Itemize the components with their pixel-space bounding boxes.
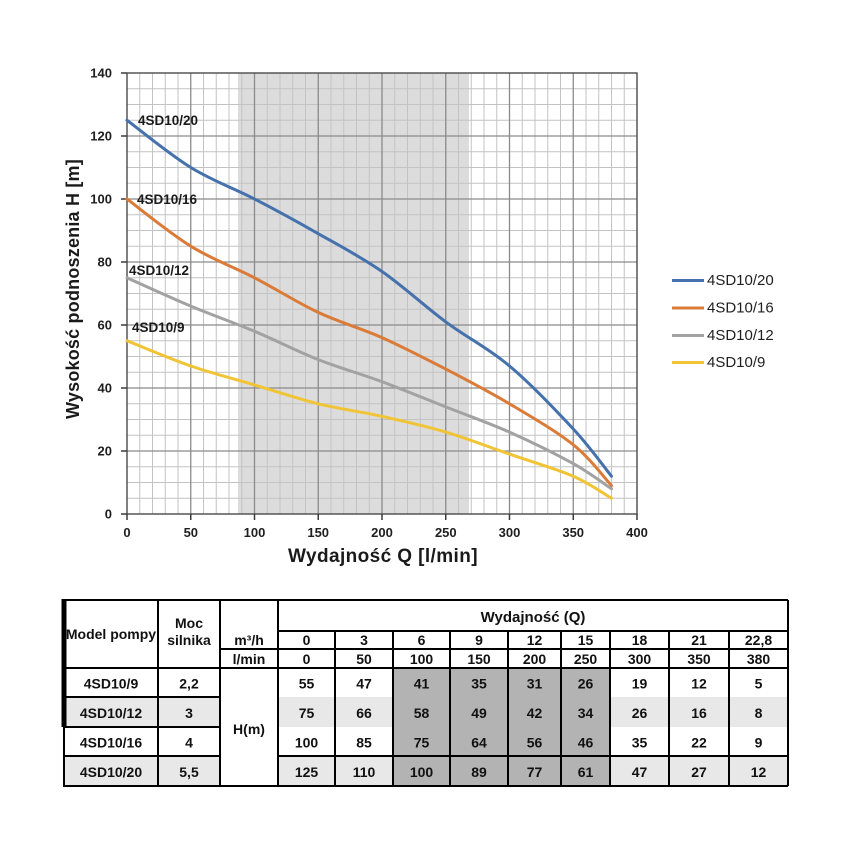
svg-text:150: 150 [467, 651, 491, 667]
svg-text:100: 100 [244, 525, 266, 540]
svg-text:64: 64 [471, 735, 487, 751]
svg-text:0: 0 [303, 632, 311, 648]
svg-text:4SD10/9: 4SD10/9 [84, 676, 139, 692]
svg-text:125: 125 [295, 764, 319, 780]
svg-text:250: 250 [435, 525, 457, 540]
svg-text:140: 140 [90, 66, 112, 81]
svg-text:31: 31 [527, 676, 543, 692]
svg-text:Wydajność Q [l/min]: Wydajność Q [l/min] [288, 546, 478, 567]
svg-text:5: 5 [755, 676, 763, 692]
svg-text:46: 46 [578, 735, 594, 751]
svg-text:0: 0 [123, 525, 130, 540]
svg-text:100: 100 [295, 735, 319, 751]
svg-text:350: 350 [562, 525, 584, 540]
svg-text:H(m): H(m) [233, 721, 265, 737]
svg-text:4SD10/16: 4SD10/16 [137, 192, 198, 207]
svg-text:22: 22 [691, 735, 707, 751]
svg-text:3: 3 [185, 705, 193, 721]
svg-text:58: 58 [414, 705, 430, 721]
svg-text:250: 250 [574, 651, 598, 667]
svg-text:75: 75 [414, 735, 430, 751]
svg-text:40: 40 [98, 381, 112, 396]
svg-text:85: 85 [356, 735, 372, 751]
svg-text:16: 16 [691, 705, 707, 721]
svg-text:47: 47 [632, 764, 648, 780]
svg-text:silnika: silnika [167, 632, 211, 648]
svg-text:4SD10/12: 4SD10/12 [707, 327, 774, 344]
svg-text:27: 27 [691, 764, 707, 780]
svg-text:Moc: Moc [175, 615, 203, 631]
svg-text:35: 35 [632, 735, 648, 751]
svg-text:0: 0 [303, 651, 311, 667]
svg-text:21: 21 [691, 632, 707, 648]
svg-text:42: 42 [527, 705, 543, 721]
svg-text:12: 12 [527, 632, 543, 648]
svg-text:150: 150 [307, 525, 329, 540]
svg-text:300: 300 [628, 651, 652, 667]
svg-text:12: 12 [751, 764, 767, 780]
svg-text:4SD10/20: 4SD10/20 [80, 764, 142, 780]
svg-text:9: 9 [755, 735, 763, 751]
svg-text:200: 200 [523, 651, 547, 667]
svg-text:100: 100 [90, 192, 112, 207]
svg-text:2,2: 2,2 [179, 676, 199, 692]
svg-text:18: 18 [632, 632, 648, 648]
svg-text:66: 66 [356, 705, 372, 721]
svg-text:110: 110 [353, 764, 376, 780]
svg-text:56: 56 [527, 735, 543, 751]
svg-text:60: 60 [98, 318, 112, 333]
svg-text:15: 15 [578, 632, 594, 648]
svg-text:4SD10/20: 4SD10/20 [707, 272, 774, 289]
svg-text:12: 12 [691, 676, 707, 692]
svg-text:3: 3 [360, 632, 368, 648]
svg-text:l/min: l/min [233, 651, 266, 667]
svg-text:4SD10/16: 4SD10/16 [707, 300, 774, 317]
svg-text:49: 49 [471, 705, 487, 721]
svg-text:Wydajność (Q): Wydajność (Q) [481, 609, 586, 626]
svg-text:200: 200 [371, 525, 393, 540]
svg-text:120: 120 [90, 129, 112, 144]
svg-text:100: 100 [410, 651, 434, 667]
svg-text:100: 100 [410, 764, 434, 780]
svg-text:20: 20 [98, 444, 112, 459]
svg-text:77: 77 [527, 764, 543, 780]
svg-text:Model pompy: Model pompy [66, 626, 156, 642]
svg-text:300: 300 [499, 525, 521, 540]
svg-text:89: 89 [471, 764, 487, 780]
svg-text:22,8: 22,8 [745, 632, 772, 648]
svg-text:m³/h: m³/h [234, 632, 264, 648]
svg-text:4SD10/9: 4SD10/9 [132, 320, 185, 335]
svg-text:26: 26 [578, 676, 594, 692]
svg-text:6: 6 [418, 632, 426, 648]
svg-text:4SD10/16: 4SD10/16 [80, 735, 142, 751]
svg-text:41: 41 [414, 676, 430, 692]
svg-text:8: 8 [755, 705, 763, 721]
svg-text:Wysokość podnoszenia H [m]: Wysokość podnoszenia H [m] [63, 159, 83, 419]
svg-text:400: 400 [626, 525, 648, 540]
svg-text:34: 34 [578, 705, 594, 721]
svg-text:9: 9 [475, 632, 483, 648]
svg-text:35: 35 [471, 676, 487, 692]
svg-text:75: 75 [299, 705, 315, 721]
svg-text:4: 4 [185, 735, 193, 751]
svg-text:4SD10/9: 4SD10/9 [707, 354, 765, 371]
svg-text:350: 350 [687, 651, 711, 667]
svg-text:380: 380 [747, 651, 771, 667]
svg-text:47: 47 [356, 676, 372, 692]
svg-text:26: 26 [632, 705, 648, 721]
svg-text:50: 50 [356, 651, 372, 667]
svg-text:5,5: 5,5 [179, 764, 199, 780]
svg-text:61: 61 [578, 764, 594, 780]
svg-text:4SD10/20: 4SD10/20 [138, 113, 198, 128]
svg-text:55: 55 [299, 676, 315, 692]
svg-text:4SD10/12: 4SD10/12 [80, 705, 142, 721]
svg-text:19: 19 [632, 676, 648, 692]
svg-text:50: 50 [184, 525, 198, 540]
svg-text:80: 80 [98, 255, 112, 270]
svg-text:0: 0 [105, 507, 112, 522]
svg-text:4SD10/12: 4SD10/12 [129, 263, 189, 278]
